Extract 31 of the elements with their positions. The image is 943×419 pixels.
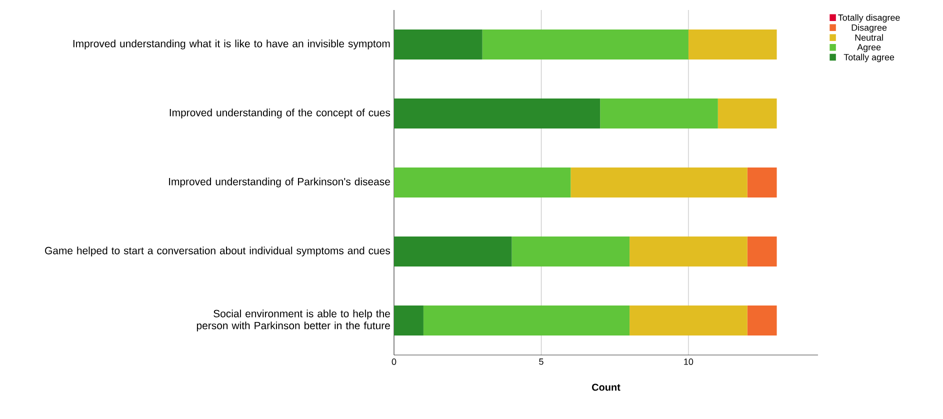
legend-label: Totally disagree bbox=[838, 14, 900, 23]
bar bbox=[630, 236, 748, 267]
bar bbox=[394, 236, 512, 267]
legend-label: Totally agree bbox=[844, 54, 894, 62]
x-tick-label: 0 bbox=[392, 358, 396, 365]
bar bbox=[423, 306, 630, 336]
bar bbox=[747, 306, 777, 336]
y-tick-label: Game helped to start a conversation about individual symptoms and cues bbox=[45, 246, 390, 256]
bar bbox=[394, 168, 571, 198]
bar bbox=[600, 98, 718, 129]
bar bbox=[394, 98, 600, 129]
bar bbox=[482, 30, 688, 60]
y-tick-label: Improved understanding of the concept of cues bbox=[170, 108, 390, 118]
bar bbox=[747, 168, 777, 198]
bar bbox=[394, 30, 482, 60]
bar bbox=[570, 168, 748, 198]
x-axis-title: Count bbox=[592, 384, 620, 391]
legend-label: Agree bbox=[857, 44, 881, 52]
bar bbox=[688, 30, 777, 60]
x-tick-label: 10 bbox=[684, 358, 694, 365]
y-tick-label: Improved understanding of Parkinson's disease bbox=[169, 178, 390, 188]
bar bbox=[630, 306, 748, 336]
legend-label: Disagree bbox=[852, 24, 887, 33]
y-tick-label: Improved understanding what it is like to have an invisible symptom bbox=[73, 40, 390, 50]
legend-label: Neutral bbox=[855, 34, 883, 41]
bar bbox=[394, 306, 424, 336]
x-tick-label: 5 bbox=[539, 358, 544, 365]
bar bbox=[718, 98, 777, 129]
bar bbox=[747, 236, 777, 267]
bar bbox=[512, 236, 630, 267]
y-tick-label: Social environment is able to help the person with Parkinson better in the future bbox=[196, 310, 390, 332]
